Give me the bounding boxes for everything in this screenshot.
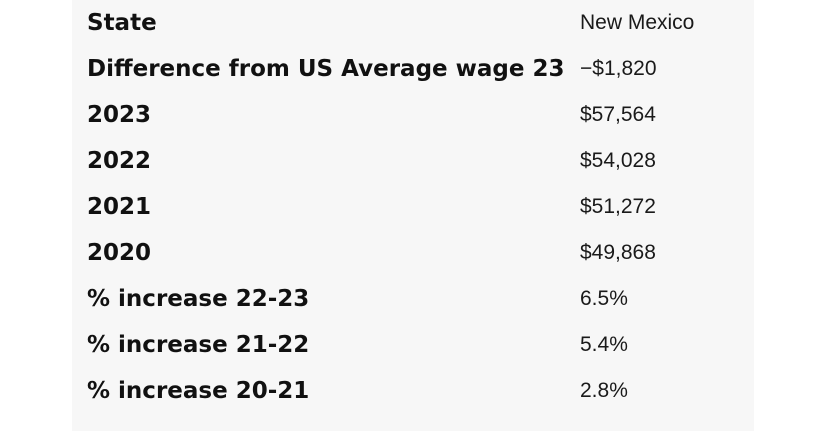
row-value: 6.5%: [580, 287, 628, 310]
table-row-2021: 2021 $51,272: [72, 184, 754, 230]
row-value: $51,272: [580, 195, 656, 218]
row-label: State: [87, 10, 157, 36]
row-value: $49,868: [580, 241, 656, 264]
row-label: % increase 22-23: [87, 286, 310, 312]
data-table: State New Mexico Difference from US Aver…: [72, 0, 754, 431]
row-label: 2022: [87, 148, 152, 174]
row-value: 2.8%: [580, 379, 628, 402]
table-row-2020: 2020 $49,868: [72, 230, 754, 276]
row-label: 2023: [87, 102, 152, 128]
row-value: $54,028: [580, 149, 656, 172]
table-row-difference: Difference from US Average wage 23 −$1,8…: [72, 46, 754, 92]
row-value: 5.4%: [580, 333, 628, 356]
table-row-state: State New Mexico: [72, 0, 754, 46]
row-label: 2021: [87, 194, 152, 220]
table-row-2022: 2022 $54,028: [72, 138, 754, 184]
row-value: $57,564: [580, 103, 656, 126]
row-label: % increase 20-21: [87, 378, 310, 404]
table-row-increase-20-21: % increase 20-21 2.8%: [72, 368, 754, 414]
row-value: New Mexico: [580, 11, 695, 34]
row-label: 2020: [87, 240, 152, 266]
table-row-increase-21-22: % increase 21-22 5.4%: [72, 322, 754, 368]
row-label: Difference from US Average wage 23: [87, 56, 565, 82]
table-row-increase-22-23: % increase 22-23 6.5%: [72, 276, 754, 322]
row-value: −$1,820: [580, 57, 657, 80]
table-row-2023: 2023 $57,564: [72, 92, 754, 138]
row-label: % increase 21-22: [87, 332, 310, 358]
